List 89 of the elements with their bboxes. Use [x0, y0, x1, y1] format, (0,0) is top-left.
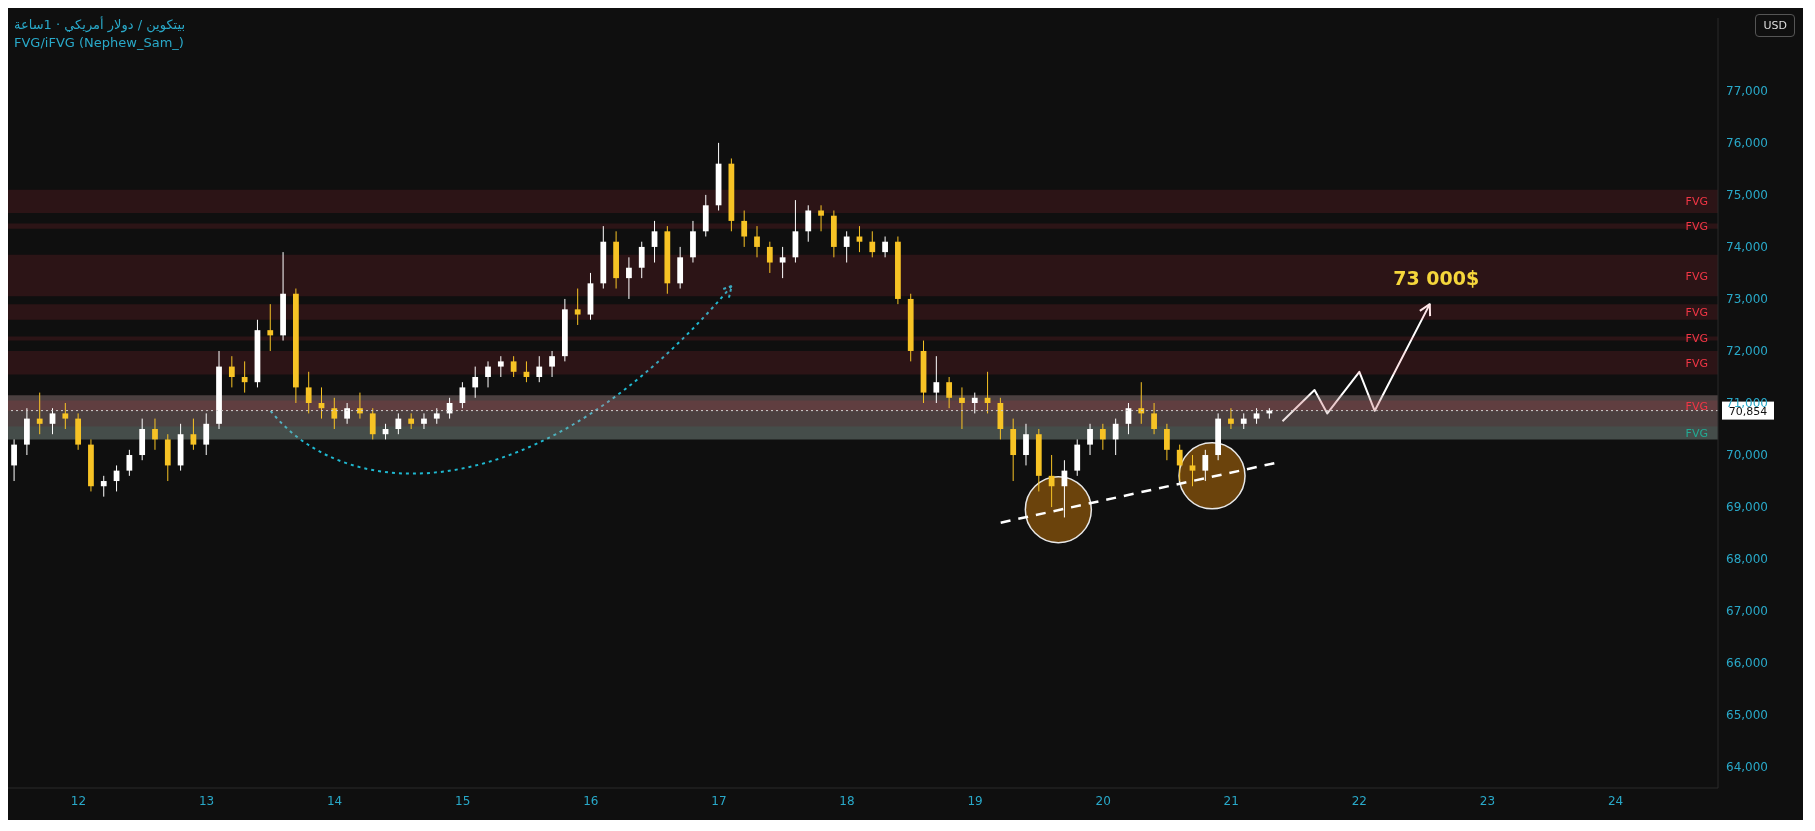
candlestick [1164, 423, 1170, 461]
band-label: FVG [1685, 399, 1708, 413]
x-tick-label: 19 [967, 793, 983, 808]
candlestick [766, 241, 773, 274]
y-tick-label: 65,000 [1726, 708, 1768, 723]
candlestick [1176, 444, 1183, 482]
x-tick-label: 23 [1479, 793, 1496, 808]
candlestick [485, 360, 491, 388]
candlestick [818, 204, 824, 232]
x-tick-label: 18 [839, 793, 855, 808]
x-tick-label: 24 [1607, 793, 1624, 808]
candlestick [754, 225, 760, 258]
y-tick-label: 64,000 [1726, 760, 1768, 775]
candlestick [946, 376, 953, 409]
candlestick [369, 407, 376, 440]
band-label: FVG [1685, 426, 1708, 440]
y-tick-label: 70,000 [1726, 448, 1768, 463]
x-tick-label: 16 [583, 793, 599, 808]
candlestick [805, 204, 812, 243]
candlestick [574, 288, 581, 326]
candlestick [869, 230, 876, 258]
candlestick [1228, 407, 1234, 430]
x-tick-label: 22 [1351, 793, 1367, 808]
band-label: FVG [1685, 195, 1708, 209]
candlestick [1138, 381, 1145, 425]
candlestick [1087, 423, 1093, 456]
candlestick [331, 397, 338, 430]
x-tick-label: 21 [1223, 793, 1239, 808]
candlestick [971, 392, 978, 414]
y-tick-label: 75,000 [1726, 188, 1768, 203]
x-tick-label: 12 [70, 793, 87, 808]
candlestick [126, 449, 133, 477]
candlestick [536, 355, 543, 383]
candlestick [49, 407, 56, 435]
candlestick [779, 246, 786, 279]
y-tick-label: 68,000 [1726, 552, 1768, 567]
text: FVG/iFVG (Nephew_Sam_) [14, 34, 185, 52]
band-label: FVG [1685, 356, 1708, 370]
candlestick [241, 360, 248, 394]
y-tick-label: 74,000 [1726, 240, 1768, 255]
candlestick [1023, 423, 1029, 466]
y-tick-label: 73,000 [1726, 292, 1768, 307]
y-tick-label: 69,000 [1726, 500, 1768, 515]
band-label: FVG [1685, 269, 1708, 283]
candlestick [305, 371, 312, 414]
candlestick [11, 438, 17, 482]
x-tick-label: 14 [326, 793, 343, 808]
y-tick-label: 72,000 [1726, 344, 1768, 359]
candlestick [626, 256, 632, 300]
candlestick [1099, 423, 1106, 451]
candlestick [344, 402, 350, 425]
candlestick [933, 355, 940, 404]
candlestick [472, 366, 479, 399]
band-label: FVG [1685, 220, 1708, 234]
x-tick-label: 17 [711, 793, 727, 808]
candlestick [357, 392, 363, 420]
candlestick [1112, 418, 1119, 456]
candlestick [203, 412, 210, 456]
candlestick [395, 412, 402, 435]
candlestick [741, 210, 748, 248]
candlestick [882, 236, 888, 258]
band-label: FVG [1685, 332, 1708, 346]
candlestick [1189, 454, 1196, 487]
x-tick-label: 13 [198, 793, 215, 808]
candlestick [843, 230, 850, 264]
candlestick [267, 303, 274, 352]
candlestick [1151, 402, 1157, 435]
candlestick [100, 475, 107, 498]
text: USD [1755, 14, 1795, 37]
candlestick [959, 386, 965, 430]
candlestick [228, 355, 235, 388]
y-tick-label: 66,000 [1726, 656, 1768, 671]
candlestick [497, 355, 504, 378]
y-tick-label: 76,000 [1726, 136, 1768, 151]
x-tick-label: 15 [455, 793, 471, 808]
band-label: FVG [1685, 305, 1708, 319]
y-tick-label: 77,000 [1726, 84, 1768, 99]
candlestick [638, 241, 645, 279]
x-tick-label: 20 [1095, 793, 1111, 808]
candlestick [510, 355, 517, 378]
candlestick [190, 418, 197, 451]
candlestick [152, 418, 158, 451]
candlestick [549, 350, 555, 378]
candlestick [62, 402, 69, 430]
y-tick-label: 67,000 [1726, 604, 1768, 619]
annotation: 73 000$ [1393, 267, 1480, 290]
candlestick [36, 392, 43, 435]
candlestick [421, 412, 427, 430]
chart-title: بيتكوين / دولار أمريكي · 1ساعة [14, 16, 186, 34]
